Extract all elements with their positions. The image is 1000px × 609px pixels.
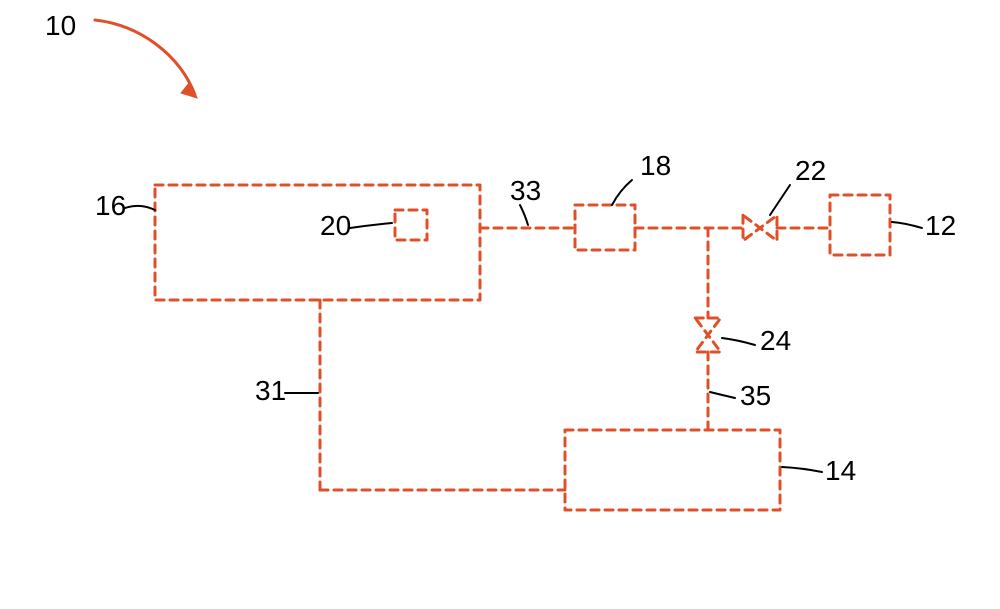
box-b12: [830, 195, 890, 255]
label-t24: 24: [760, 325, 791, 356]
box-b18: [575, 205, 635, 250]
label-t12: 12: [925, 210, 956, 241]
label-t33: 33: [510, 175, 541, 206]
label-t18: 18: [640, 150, 671, 181]
schematic-diagram: 10 16 20 33 18 22 12 24 35 31 14: [0, 0, 1000, 609]
leader-ld20: [350, 223, 392, 228]
box-b20: [395, 210, 427, 240]
leader-ld22: [770, 185, 790, 215]
label-t22: 22: [795, 155, 826, 186]
label-t35: 35: [740, 380, 771, 411]
box-b16: [155, 185, 480, 300]
leader-ld18: [612, 180, 632, 205]
label-t14: 14: [825, 455, 856, 486]
valve-24: [695, 318, 721, 352]
leader-ld16: [125, 206, 155, 210]
leader-ld33: [520, 205, 528, 225]
label-t31: 31: [255, 375, 286, 406]
label-t10: 10: [45, 10, 76, 41]
label-t20: 20: [320, 210, 351, 241]
leader-ld35: [710, 392, 735, 398]
valve-22: [743, 215, 777, 241]
box-b14: [565, 430, 780, 510]
leader-ld14: [782, 467, 822, 472]
label-t16: 16: [95, 190, 126, 221]
leader-ld24: [722, 338, 755, 345]
leader-ld12: [892, 222, 922, 228]
ref-arrow: [95, 20, 195, 95]
